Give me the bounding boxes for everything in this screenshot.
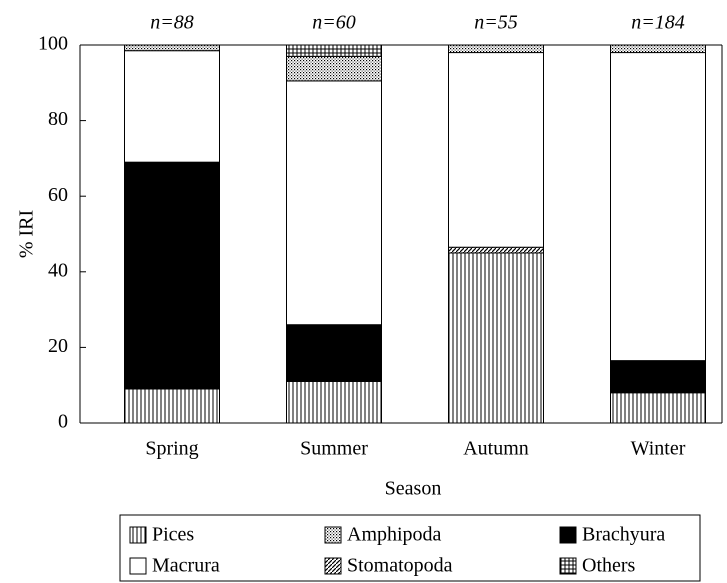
legend-swatch: [559, 557, 577, 575]
x-tick-label: Summer: [300, 438, 368, 460]
bar-segment: [286, 80, 382, 326]
y-tick-label: 20: [48, 335, 68, 357]
bar-segment: [124, 44, 220, 52]
x-tick-label: Spring: [145, 438, 198, 460]
legend-swatch: [129, 557, 147, 575]
bar-segment: [286, 55, 382, 82]
legend-label: Brachyura: [582, 524, 665, 546]
y-axis-label: % IRI: [16, 210, 38, 258]
legend-swatch: [324, 557, 342, 575]
y-tick-label: 80: [48, 108, 68, 130]
bar-segment: [448, 44, 544, 54]
bar-segment: [610, 392, 706, 424]
legend-label: Macrura: [152, 555, 220, 577]
legend-swatch: [324, 526, 342, 544]
legend-label: Amphipoda: [347, 524, 442, 546]
bar-segment: [448, 246, 544, 254]
legend-swatch: [129, 526, 147, 544]
y-tick-label: 60: [48, 184, 68, 206]
legend-label: Stomatopoda: [347, 555, 453, 577]
x-axis-label: Season: [385, 478, 442, 500]
sample-size: n=55: [474, 12, 518, 34]
bar-segment: [124, 388, 220, 424]
bar-segment: [286, 380, 382, 424]
sample-size: n=88: [150, 12, 194, 34]
legend-swatch: [559, 526, 577, 544]
x-tick-label: Autumn: [463, 438, 529, 460]
sample-size: n=184: [631, 12, 685, 34]
sample-size: n=60: [312, 12, 356, 34]
bar-segment: [610, 52, 706, 362]
x-tick-label: Winter: [631, 438, 686, 460]
bar-segment: [448, 252, 544, 424]
y-tick-label: 40: [48, 259, 68, 281]
legend-label: Others: [582, 555, 636, 577]
y-tick-label: 100: [38, 33, 68, 55]
bar-segment: [124, 161, 220, 390]
bar-segment: [610, 44, 706, 54]
legend-box: [119, 514, 701, 582]
bar-segment: [124, 50, 220, 163]
bar-segment: [286, 44, 382, 57]
bar-segment: [448, 52, 544, 248]
y-tick-label: 0: [58, 411, 68, 433]
bar-segment: [610, 360, 706, 394]
legend-label: Pices: [152, 524, 194, 546]
bar-segment: [286, 324, 382, 382]
